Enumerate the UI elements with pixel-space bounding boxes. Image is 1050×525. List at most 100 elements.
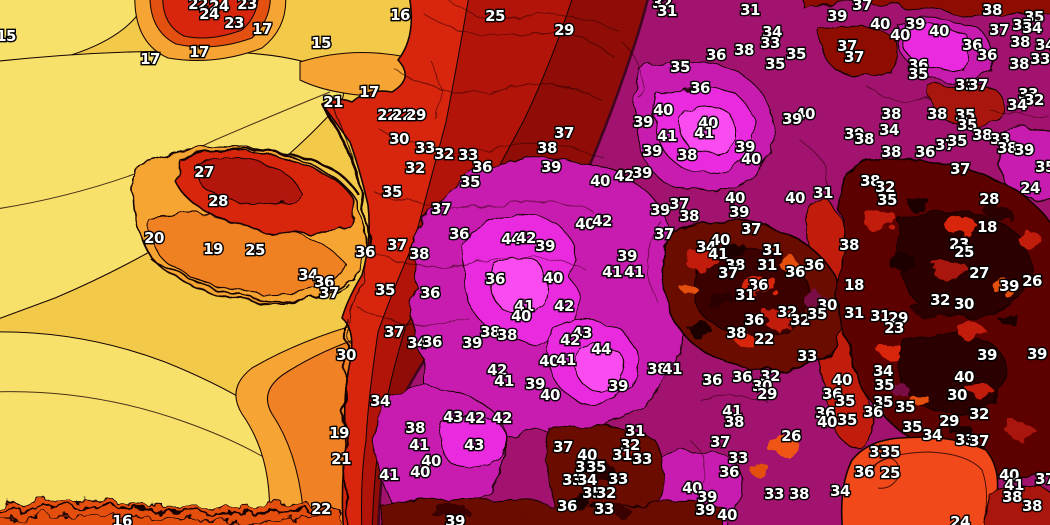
station-value: 44 xyxy=(591,340,611,358)
station-value: 41 xyxy=(662,360,682,378)
station-value: 30 xyxy=(947,386,967,404)
station-value: 33 xyxy=(1030,50,1050,68)
station-value: 38 xyxy=(972,126,992,144)
station-value: 25 xyxy=(485,7,505,25)
station-value: 36 xyxy=(962,36,982,54)
station-value: 25 xyxy=(954,243,974,261)
station-value: 38 xyxy=(997,139,1017,157)
magenta-east-2 xyxy=(998,126,1050,200)
station-value: 32 xyxy=(620,436,640,454)
station-value: 34 xyxy=(1007,96,1027,114)
coast-ink-bundle xyxy=(320,102,370,252)
station-value: 22 xyxy=(377,106,397,124)
station-value: 38 xyxy=(881,105,901,123)
station-value: 22 xyxy=(392,106,412,124)
station-value: 37 xyxy=(319,284,339,302)
northern-hills xyxy=(802,0,1050,126)
station-value: 39 xyxy=(905,15,925,33)
station-value: 36 xyxy=(355,243,375,261)
station-value: 36 xyxy=(420,284,440,302)
station-value: 39 xyxy=(782,110,802,128)
station-value: 43 xyxy=(464,436,484,454)
contour-lines xyxy=(149,0,1049,525)
station-value: 36 xyxy=(744,311,764,329)
station-value: 26 xyxy=(1022,272,1042,290)
station-value: 34 xyxy=(879,121,899,139)
station-value: 39 xyxy=(445,512,465,525)
station-value: 23 xyxy=(224,14,244,32)
station-value: 39 xyxy=(632,164,652,182)
station-value: 40 xyxy=(577,446,597,464)
station-value: 38 xyxy=(725,256,745,274)
station-value: 20 xyxy=(144,229,164,247)
station-value: 35 xyxy=(1012,16,1032,34)
bright-core-e xyxy=(902,24,971,70)
station-value: 35 xyxy=(947,132,967,150)
station-value: 35 xyxy=(874,376,894,394)
station-value: 39 xyxy=(844,125,864,143)
station-value: 17 xyxy=(189,43,209,61)
station-value: 42 xyxy=(560,331,580,349)
station-value: 36 xyxy=(854,463,874,481)
station-value: 36 xyxy=(732,368,752,386)
station-value: 38 xyxy=(860,172,880,190)
station-value: 43 xyxy=(572,324,592,342)
station-value: 36 xyxy=(702,371,722,389)
station-value: 40 xyxy=(653,101,673,119)
station-value: 32 xyxy=(875,178,895,196)
station-value: 39 xyxy=(617,247,637,265)
station-value: 40 xyxy=(539,352,559,370)
england-coast-blob xyxy=(134,0,430,97)
station-value: 41 xyxy=(409,436,429,454)
station-value: 39 xyxy=(462,334,482,352)
station-value: 37 xyxy=(950,160,970,178)
station-value: 27 xyxy=(194,163,214,181)
station-value: 33 xyxy=(760,34,780,52)
station-value: 31 xyxy=(625,422,645,440)
station-value: 23 xyxy=(884,319,904,337)
station-value: 37 xyxy=(969,432,989,450)
station-value: 39 xyxy=(999,277,1019,295)
station-value: 34 xyxy=(370,392,390,410)
station-value: 30 xyxy=(336,346,356,364)
station-value: 39 xyxy=(633,113,653,131)
station-value: 36 xyxy=(863,403,883,421)
station-value: 37 xyxy=(553,438,573,456)
pyrenees-strip xyxy=(379,496,725,525)
station-value: 21 xyxy=(331,450,351,468)
station-value: 33 xyxy=(632,450,652,468)
station-value: 38 xyxy=(734,41,754,59)
station-value: 35 xyxy=(902,418,922,436)
station-value: 40 xyxy=(590,172,610,190)
station-value: 16 xyxy=(112,512,132,525)
station-value: 39 xyxy=(827,7,847,25)
station-value: 34 xyxy=(1022,19,1042,37)
station-value: 33 xyxy=(562,471,582,489)
biscay-coastal-band xyxy=(235,321,366,525)
station-value: 17 xyxy=(140,50,160,68)
station-value: 41 xyxy=(657,127,677,145)
station-value: 33 xyxy=(990,130,1010,148)
station-value: 39 xyxy=(735,138,755,156)
station-value: 37 xyxy=(654,225,674,243)
station-value: 23 xyxy=(949,235,969,253)
station-value: 36 xyxy=(314,273,334,291)
hotpink-core-2 xyxy=(575,344,625,392)
station-value: 37 xyxy=(869,443,889,461)
mediterranean-sea xyxy=(840,436,999,525)
station-value: 37 xyxy=(384,323,404,341)
station-value: 40 xyxy=(795,105,815,123)
station-value: 30 xyxy=(954,295,974,313)
station-value: 34 xyxy=(1035,36,1050,54)
med-water xyxy=(840,436,999,525)
station-value: 24 xyxy=(1020,179,1040,197)
station-value: 38 xyxy=(679,207,699,225)
station-value: 33 xyxy=(608,470,628,488)
station-value: 29 xyxy=(939,412,959,430)
station-value: 32 xyxy=(969,405,989,423)
station-value: 36 xyxy=(690,79,710,97)
station-value: 31 xyxy=(735,286,755,304)
station-value: 28 xyxy=(208,192,228,210)
station-value: 29 xyxy=(888,309,908,327)
med-contour-2 xyxy=(871,457,900,489)
